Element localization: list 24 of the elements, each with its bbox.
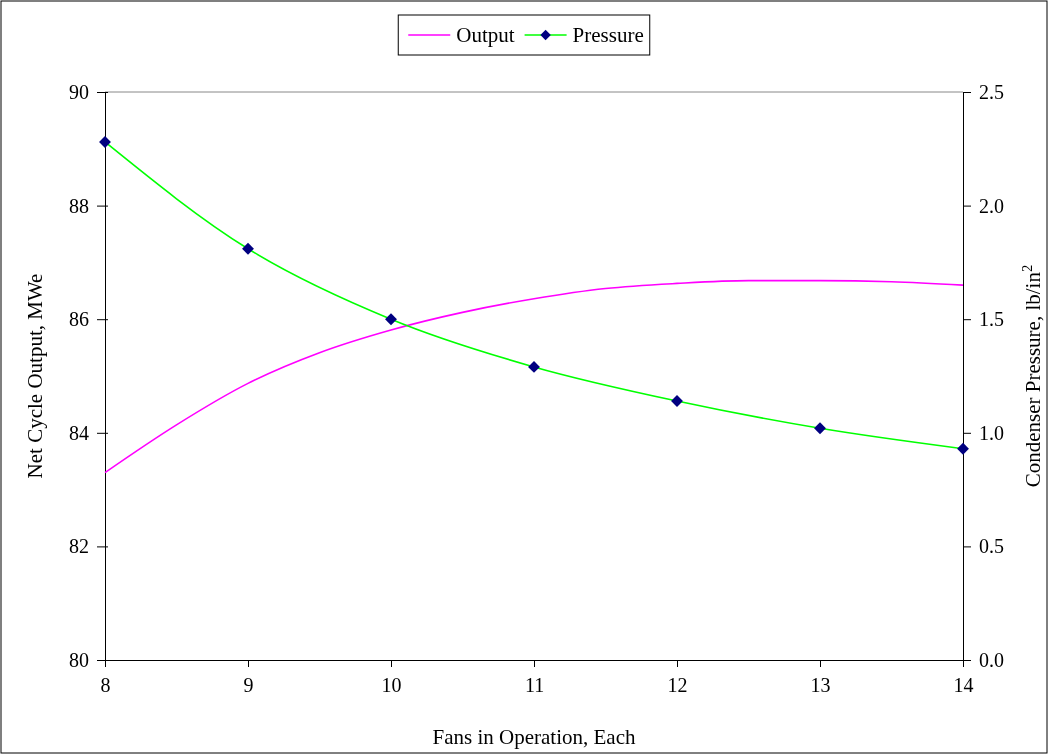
y2-tick-label: 2.5: [979, 80, 1004, 103]
legend-label: Pressure: [572, 23, 644, 47]
y-tick-label: 90: [69, 80, 89, 103]
x-tick-label: 10: [381, 674, 402, 696]
x-tick-label: 8: [100, 674, 111, 696]
y2-tick-label: 1.5: [979, 308, 1004, 331]
y-tick-label: 80: [69, 648, 89, 671]
x-axis-title: Fans in Operation, Each: [432, 725, 636, 749]
x-tick-label: 13: [810, 674, 831, 696]
y2-tick-label: 0.5: [979, 535, 1004, 558]
legend-label: Output: [456, 23, 515, 47]
x-tick-label: 12: [667, 674, 688, 696]
x-tick-label: 14: [953, 674, 974, 696]
x-tick-label: 9: [243, 674, 254, 696]
y-tick-label: 82: [69, 535, 89, 558]
x-tick-label: 11: [524, 674, 545, 696]
y-tick-label: 88: [69, 194, 89, 217]
y2-tick-label: 1.0: [979, 421, 1004, 444]
y2-tick-label: 2.0: [979, 194, 1004, 217]
y-tick-label: 84: [69, 421, 89, 444]
y2-tick-label: 0.0: [979, 648, 1004, 671]
y-tick-label: 86: [69, 308, 89, 331]
y-axis-title: Net Cycle Output, MWe: [23, 273, 47, 479]
line-series: [104, 279, 964, 474]
